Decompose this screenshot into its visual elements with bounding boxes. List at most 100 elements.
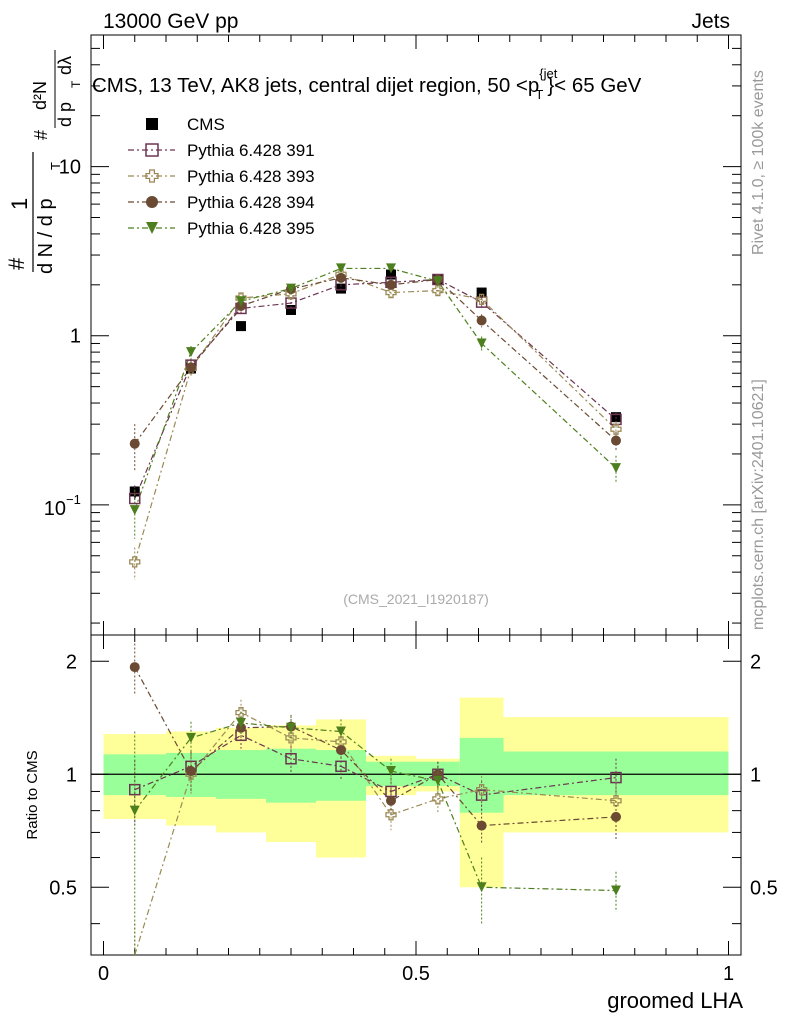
- legend-marker-4: [146, 222, 158, 234]
- legend-label-3: Pythia 6.428 394: [187, 193, 315, 212]
- ylabel-hash-2: #: [31, 130, 51, 140]
- legend-label-0: CMS: [187, 115, 225, 134]
- top-point-2-5: [385, 286, 397, 299]
- top-point-0-7: [476, 287, 487, 298]
- ylabel-d2n: d²N: [30, 81, 50, 110]
- ratio-label-l-1: 1: [66, 764, 77, 786]
- ratio-point-3-5: [386, 795, 396, 806]
- ratio-point-3-4: [336, 745, 346, 756]
- top-point-4-0: [129, 505, 140, 516]
- ratio-label-r-1: 1: [750, 764, 761, 786]
- rivet-label: Rivet 4.1.0, ≥ 100k events: [750, 70, 767, 255]
- ratio-point-2-3: [285, 732, 297, 744]
- top-point-3-5: [386, 279, 396, 290]
- legend-label-4: Pythia 6.428 395: [187, 219, 315, 238]
- ratio-point-2-6: [432, 793, 444, 805]
- green-band-3: [266, 748, 316, 803]
- top-point-0-3: [286, 304, 296, 315]
- top-line-2: [134, 273, 617, 563]
- legend: CMS Pythia 6.428 391 Pythia 6.428 393 Pythi…: [128, 115, 315, 238]
- ratio-point-3-0: [129, 662, 140, 673]
- top-point-4-4: [336, 263, 346, 274]
- header-left: 13000 GeV pp: [103, 10, 238, 33]
- ratio-point-4-6: [432, 775, 443, 786]
- ratio-point-2-2: [235, 706, 247, 719]
- uncertainty-bands: [91, 697, 741, 888]
- ytop-label-1: 1: [70, 326, 81, 348]
- top-point-0-5: [386, 269, 396, 280]
- ylabel-denominator: d N / d p: [35, 198, 57, 274]
- ratio-point-2-7: [475, 784, 488, 796]
- ratio-point-1-3: [285, 752, 297, 765]
- top-point-4-2: [236, 296, 246, 307]
- ylabel-one: 1: [7, 198, 32, 210]
- legend-marker-2: [145, 169, 159, 183]
- top-point-3-8: [611, 435, 621, 446]
- ratio-point-4-3: [286, 722, 296, 733]
- top-point-3-0: [129, 438, 140, 449]
- ratio-point-2-5: [385, 809, 397, 821]
- top-point-2-7: [475, 293, 488, 306]
- top-line-3: [134, 277, 617, 445]
- ylabel-sub-t: T: [48, 162, 63, 170]
- top-point-3-4: [336, 272, 346, 283]
- top-point-4-3: [286, 283, 296, 294]
- chart-title-sub: T: [535, 87, 543, 102]
- x-tick-label-1: 0.5: [402, 963, 430, 985]
- y-axis-label-top: # 1 d N / d p T # d²N d p T dλ: [4, 50, 83, 274]
- legend-marker-0: [146, 118, 158, 130]
- ratio-point-4-0: [129, 805, 140, 816]
- chart-title-tail: }< 65 GeV: [547, 74, 641, 97]
- ytop-label-0.1: 10: [44, 498, 66, 520]
- legend-marker-3: [146, 196, 158, 208]
- top-line-4: [134, 267, 617, 511]
- header-right: Jets: [691, 10, 730, 33]
- y-axis-label-ratio: Ratio to CMS: [24, 750, 41, 839]
- legend-marker-1: [145, 143, 159, 157]
- ytop-label-10: 10: [59, 157, 81, 179]
- ylabel-dp: d p: [55, 102, 75, 127]
- ratio-label-l-0: 0.5: [49, 877, 77, 899]
- ratio-point-4-1: [186, 732, 196, 743]
- top-point-2-8: [610, 423, 622, 435]
- ratio-point-4-5: [386, 766, 396, 777]
- data-markers: [129, 263, 622, 955]
- legend-label-1: Pythia 6.428 391: [187, 141, 315, 160]
- x-tick-label-2: 1: [723, 963, 734, 985]
- legend-label-2: Pythia 6.428 393: [187, 167, 315, 186]
- ratio-point-4-8: [611, 885, 621, 896]
- ylabel-sub-t2: T: [69, 80, 83, 88]
- ratio-label-l-2: 2: [66, 651, 77, 673]
- ratio-label-r-2: 2: [750, 651, 761, 673]
- ratio-point-4-4: [336, 726, 346, 737]
- top-point-2-6: [432, 284, 444, 297]
- top-point-3-7: [476, 315, 487, 326]
- ratio-point-4-2: [236, 717, 246, 728]
- ratio-point-3-8: [611, 811, 621, 822]
- ylabel-dlambda: dλ: [55, 56, 75, 75]
- ytop-label-0.1-exp: −1: [66, 492, 81, 507]
- top-point-4-6: [432, 276, 443, 287]
- top-point-4-8: [611, 463, 621, 474]
- top-point-4-5: [386, 263, 396, 274]
- ratio-point-2-8: [610, 795, 622, 807]
- ratio-point-3-7: [476, 820, 487, 831]
- x-axis-label: groomed LHA: [607, 988, 743, 1013]
- top-point-2-0: [129, 556, 141, 568]
- top-point-1-7: [475, 296, 488, 308]
- chart-title: CMS, 13 TeV, AK8 jets, central dijet reg…: [92, 66, 642, 102]
- top-point-4-1: [186, 347, 196, 358]
- mcplots-label: mcplots.cern.ch [arXiv:2401.10621]: [750, 379, 767, 630]
- ratio-point-3-1: [186, 766, 196, 777]
- top-point-0-2: [236, 321, 246, 332]
- top-line-1: [134, 278, 617, 499]
- watermark: (CMS_2021_I1920187): [343, 591, 489, 607]
- ratio-label-r-0: 0.5: [750, 877, 778, 899]
- top-point-3-1: [186, 362, 196, 373]
- top-point-4-7: [476, 338, 487, 349]
- ratio-point-4-7: [476, 882, 487, 893]
- series-lines: [134, 267, 617, 956]
- chart-title-main: CMS, 13 TeV, AK8 jets, central dijet reg…: [92, 74, 539, 97]
